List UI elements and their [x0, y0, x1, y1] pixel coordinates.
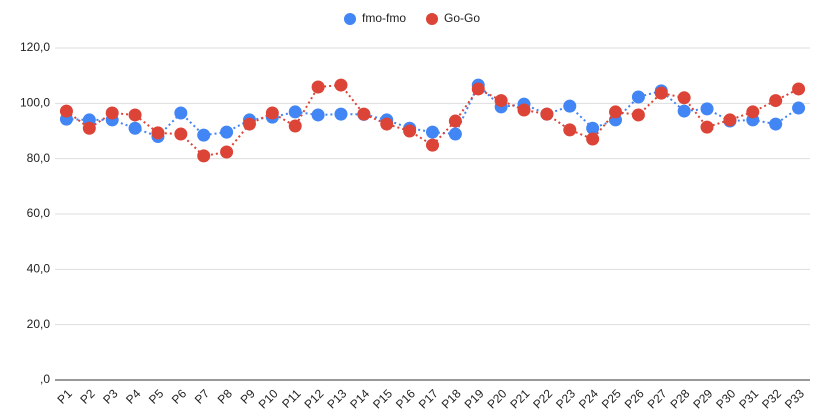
x-tick-label: P12 — [301, 386, 326, 411]
x-tick-label: P31 — [736, 386, 761, 411]
x-tick-label: P9 — [238, 386, 259, 407]
x-tick-label: P16 — [393, 386, 418, 411]
x-tick-label: P18 — [439, 386, 464, 411]
data-point — [792, 82, 806, 96]
data-point — [128, 121, 142, 135]
data-point — [586, 132, 600, 146]
x-tick-label: P8 — [215, 386, 236, 407]
y-tick-label: 20,0 — [27, 317, 51, 331]
x-tick-label: P29 — [690, 386, 715, 411]
x-tick-label: P32 — [759, 386, 784, 411]
data-point — [220, 145, 234, 159]
data-point — [380, 117, 394, 131]
data-point — [723, 113, 737, 127]
x-tick-label: P3 — [100, 386, 121, 407]
data-point — [311, 108, 325, 122]
data-point — [82, 121, 96, 135]
x-tick-label: P15 — [370, 386, 395, 411]
data-point — [700, 102, 714, 116]
data-point — [654, 86, 668, 100]
x-tick-label: P11 — [279, 386, 304, 411]
legend-label: Go-Go — [444, 11, 480, 25]
x-tick-label: P10 — [256, 386, 281, 411]
x-tick-label: P6 — [169, 386, 190, 407]
x-tick-label: P14 — [347, 386, 372, 411]
data-point — [517, 103, 531, 117]
data-point — [677, 104, 691, 118]
data-point — [105, 106, 119, 120]
data-point — [792, 101, 806, 115]
x-tick-label: P13 — [324, 386, 349, 411]
data-point — [746, 105, 760, 119]
data-point — [403, 124, 417, 138]
data-point — [631, 108, 645, 122]
data-point — [220, 125, 234, 139]
legend-marker — [426, 13, 439, 25]
x-tick-label: P7 — [192, 386, 213, 407]
data-point — [586, 121, 600, 135]
x-tick-label: P33 — [782, 386, 807, 411]
x-tick-label: P17 — [416, 386, 441, 411]
legend-label: fmo-fmo — [362, 11, 406, 25]
data-point — [334, 107, 348, 121]
data-point — [448, 127, 462, 141]
y-tick-label: 60,0 — [27, 206, 51, 220]
x-tick-label: P30 — [713, 386, 738, 411]
x-tick-label: P25 — [599, 386, 624, 411]
data-point — [311, 80, 325, 94]
x-tick-label: P27 — [645, 386, 670, 411]
data-point — [426, 125, 439, 139]
data-point — [334, 78, 348, 92]
data-point — [128, 108, 142, 122]
data-point — [769, 117, 783, 131]
y-tick-label: 80,0 — [27, 151, 51, 165]
x-tick-label: P26 — [622, 386, 647, 411]
series-line — [65, 84, 800, 157]
data-point — [242, 117, 256, 131]
x-tick-label: P19 — [462, 386, 487, 411]
x-tick-label: P24 — [576, 386, 601, 411]
data-point — [357, 107, 371, 121]
data-point — [174, 127, 188, 141]
x-tick-label: P20 — [484, 386, 509, 411]
data-point — [631, 90, 645, 104]
y-tick-label: 120,0 — [20, 40, 50, 54]
data-point — [265, 106, 279, 120]
y-tick-label: 40,0 — [27, 262, 51, 276]
x-tick-label: P5 — [146, 386, 167, 407]
x-tick-label: P4 — [123, 386, 144, 407]
data-point — [471, 82, 485, 96]
data-point — [197, 149, 211, 163]
x-tick-label: P21 — [507, 386, 532, 411]
data-point — [448, 114, 462, 128]
data-point — [288, 119, 302, 133]
legend-marker — [344, 13, 356, 25]
x-tick-label: P2 — [77, 386, 98, 407]
data-point — [609, 105, 623, 119]
data-point — [769, 94, 783, 108]
data-point — [288, 105, 302, 119]
x-tick-label: P22 — [530, 386, 555, 411]
y-tick-label: 100,0 — [20, 96, 50, 110]
data-point — [540, 107, 554, 121]
data-point — [151, 126, 165, 140]
data-point — [426, 138, 439, 152]
x-tick-label: P28 — [668, 386, 693, 411]
y-tick-label: ,0 — [40, 372, 50, 386]
data-point — [700, 120, 714, 134]
data-point — [59, 104, 73, 118]
data-point — [494, 94, 508, 108]
x-tick-label: P1 — [55, 386, 76, 407]
data-point — [677, 91, 691, 105]
data-point — [563, 123, 577, 137]
data-point — [197, 128, 211, 142]
data-point — [563, 99, 577, 113]
data-point — [174, 106, 188, 120]
x-tick-label: P23 — [553, 386, 578, 411]
